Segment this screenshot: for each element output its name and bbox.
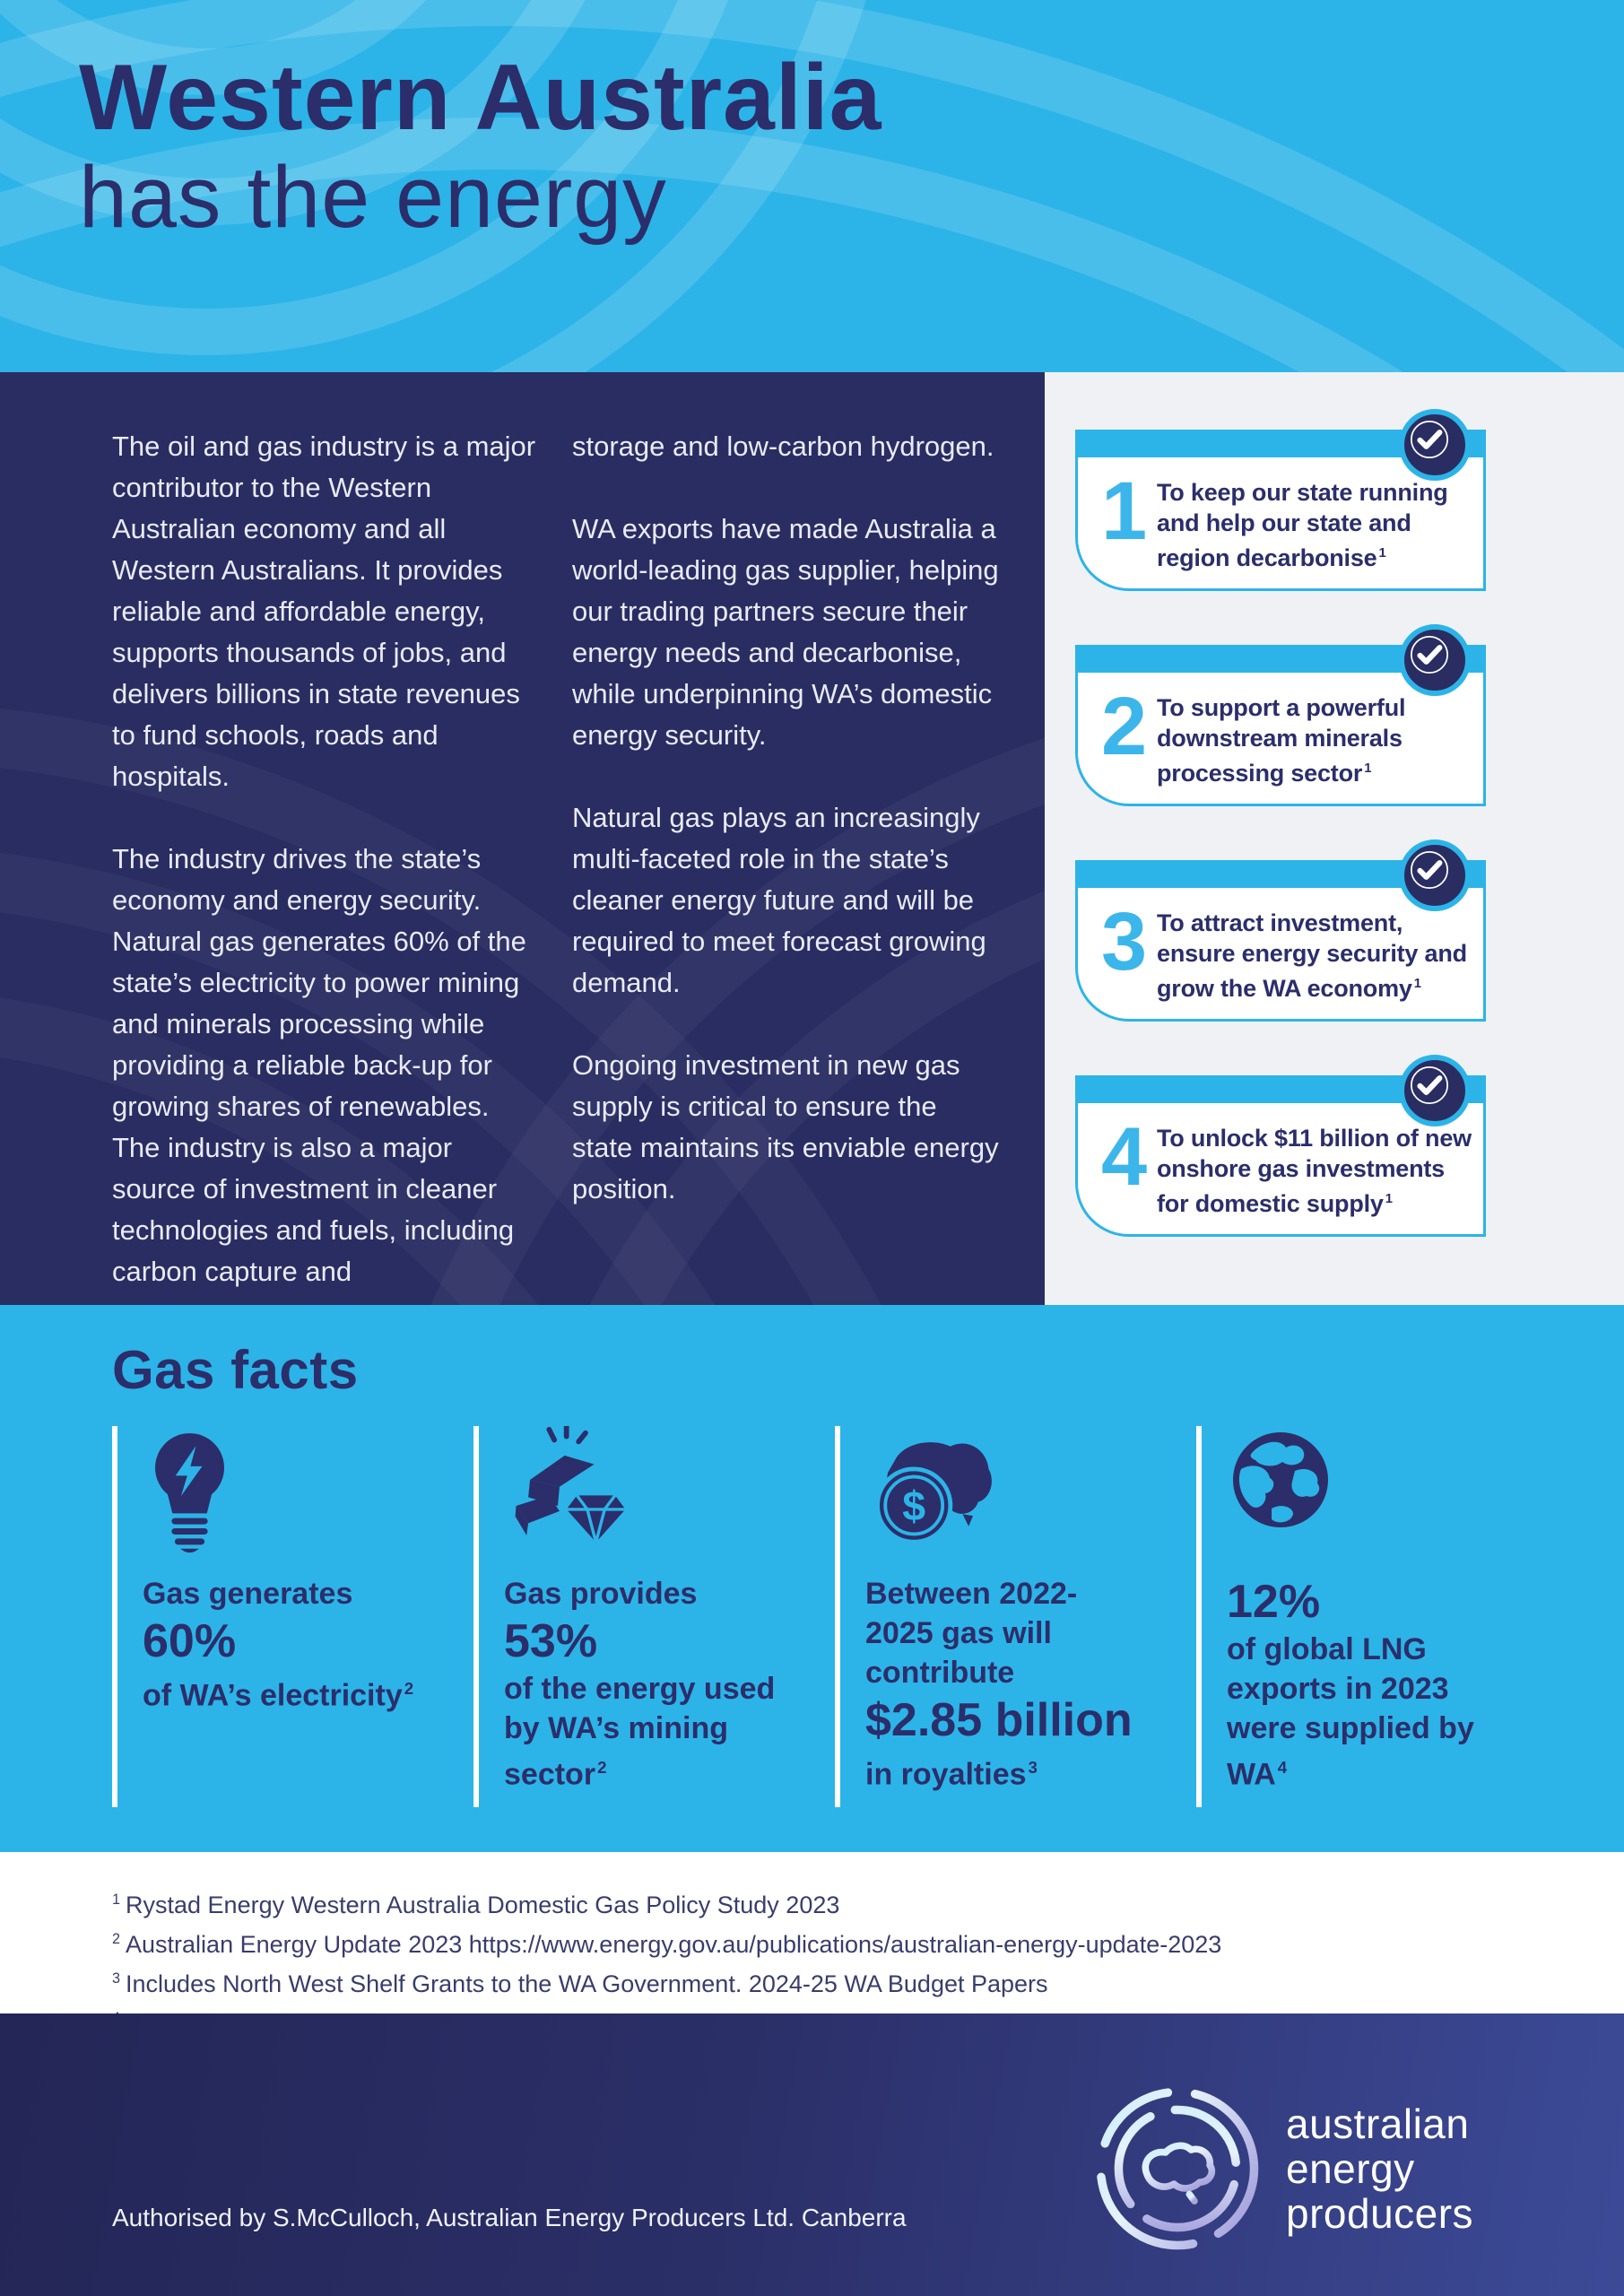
intro-paragraph: storage and low-carbon hydrogen. — [572, 430, 994, 462]
footnote-ref: 1 — [1364, 761, 1372, 776]
lightbulb-bolt-icon — [143, 1426, 464, 1574]
page-title: Western Australia has the energy — [79, 46, 882, 246]
intro-paragraph: The oil and gas industry is a major cont… — [112, 430, 536, 792]
reasons-sidebar: 1 To keep our state running and help our… — [1045, 372, 1624, 1305]
authorisation-text: Authorised by S.McCulloch, Australian En… — [112, 2204, 907, 2231]
gas-facts-section: Gas facts Gas generates 60% of WA’s elec… — [0, 1305, 1624, 1852]
gas-facts-heading: Gas facts — [112, 1340, 359, 1400]
footnote-2: 2 Australian Energy Update 2023 https://w… — [112, 1931, 1222, 1958]
header: Western Australia has the energy — [0, 0, 1624, 372]
globe-icon — [1227, 1426, 1548, 1574]
footnote-ref: 1 — [1385, 1192, 1393, 1206]
footnote-ref: 1 — [1413, 977, 1421, 991]
intro-paragraph: Natural gas plays an increasingly multi-… — [572, 802, 986, 998]
fact-detail: of WA’s electricity 2 — [143, 1678, 414, 1713]
reason-number: 2 — [1101, 681, 1148, 772]
reason-card-1: 1 To keep our state running and help our… — [1075, 409, 1486, 591]
intro-column-1: The oil and gas industry is a major cont… — [112, 426, 541, 1305]
intro-paragraph: The industry drives the state’s economy … — [112, 843, 526, 1287]
reason-text: To keep our state running and help our s… — [1157, 479, 1448, 571]
reason-text: To attract investment, ensure energy sec… — [1157, 909, 1467, 1002]
fact-detail: of global LNG exports in 2023 were suppl… — [1227, 1632, 1474, 1792]
australian-energy-producers-logo: australian energy producers — [1092, 2083, 1473, 2254]
fact-mining: Gas provides 53% of the energy used by W… — [473, 1423, 825, 1807]
logo-globe-icon — [1096, 2087, 1259, 2250]
intro-panel: The oil and gas industry is a major cont… — [0, 372, 1045, 1305]
fact-value: 60% — [143, 1615, 237, 1667]
fact-detail: of the energy used by WA’s mining sector… — [504, 1672, 776, 1792]
fact-value: 12% — [1227, 1576, 1321, 1628]
fact-lead: Gas provides — [504, 1577, 698, 1611]
footnote-ref: 4 — [1277, 1758, 1288, 1777]
check-badge — [1399, 409, 1471, 481]
check-icon — [1411, 421, 1448, 458]
fact-electricity: Gas generates 60% of WA’s electricity 2 — [112, 1426, 464, 1807]
reason-number: 1 — [1101, 465, 1148, 557]
check-icon — [1411, 636, 1448, 674]
australia-dollar-coin-icon: $ — [865, 1426, 1186, 1574]
intro-paragraph: Ongoing investment in new gas supply is … — [572, 1049, 999, 1205]
check-badge — [1399, 839, 1471, 911]
fact-lead: Gas generates — [143, 1577, 353, 1611]
fact-royalties: $ Between 2022-2025 gas will contribute … — [835, 1426, 1186, 1807]
footnote-ref: 2 — [597, 1758, 607, 1777]
fact-lead: Between 2022-2025 gas will contribute — [865, 1577, 1078, 1690]
intro-paragraph: WA exports have made Australia a world-l… — [572, 513, 999, 751]
footnote-ref: 1 — [1378, 546, 1386, 561]
fact-lng-exports: 12% of global LNG exports in 2023 were s… — [1196, 1426, 1548, 1807]
decorative-arcs — [0, 0, 1624, 372]
reason-number: 3 — [1101, 896, 1148, 987]
check-badge — [1399, 624, 1471, 696]
reason-text: To unlock $11 billion of new onshore gas… — [1157, 1125, 1472, 1217]
footnotes: 1 Rystad Energy Western Australia Domesti… — [0, 1852, 1624, 2037]
gold-bars-diamond-icon — [504, 1423, 825, 1574]
check-badge — [1399, 1055, 1471, 1126]
reason-card-3: 3 To attract investment, ensure energy s… — [1075, 839, 1486, 1022]
logo-wordmark: australian energy producers — [1286, 2100, 1474, 2237]
reason-card-4: 4 To unlock $11 billion of new onshore g… — [1075, 1055, 1486, 1237]
footnote-1: 1 Rystad Energy Western Australia Domesti… — [112, 1892, 840, 1918]
reason-text: To support a powerful downstream mineral… — [1157, 694, 1406, 787]
title-line-1: Western Australia — [79, 46, 882, 150]
footnote-ref: 2 — [404, 1679, 414, 1698]
footnote-ref: 3 — [1028, 1758, 1038, 1777]
footnote-3: 3 Includes North West Shelf Grants to the… — [112, 1970, 1048, 1997]
intro-column-2: storage and low-carbon hydrogen. WA expo… — [572, 426, 1001, 1251]
check-icon — [1411, 1066, 1448, 1104]
footer: Authorised by S.McCulloch, Australian En… — [0, 2013, 1624, 2296]
reason-card-2: 2 To support a powerful downstream miner… — [1075, 624, 1486, 806]
fact-value: 53% — [504, 1615, 598, 1667]
fact-detail: in royalties 3 — [865, 1757, 1038, 1792]
svg-text:$: $ — [902, 1483, 925, 1529]
fact-value: $2.85 billion — [865, 1694, 1133, 1746]
reason-number: 4 — [1101, 1111, 1148, 1203]
title-line-2: has the energy — [79, 148, 667, 246]
check-icon — [1411, 851, 1448, 889]
